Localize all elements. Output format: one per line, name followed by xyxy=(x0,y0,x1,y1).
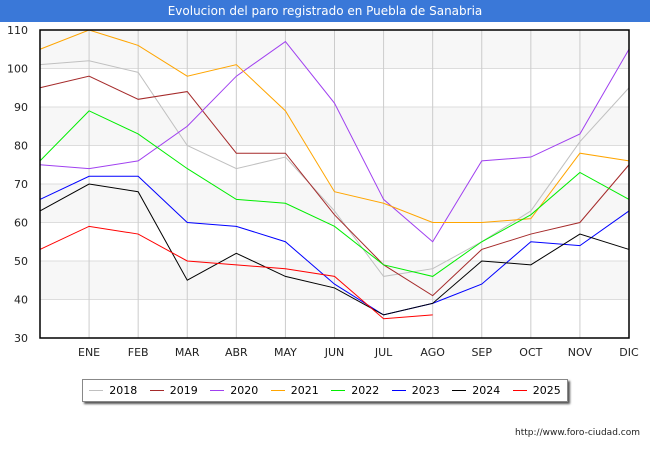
series-line-2019 xyxy=(39,75,630,297)
y-tick-label: 70 xyxy=(14,178,28,191)
legend-label: 2021 xyxy=(290,384,319,397)
legend-label: 2020 xyxy=(230,384,259,397)
legend-item-2018: 2018 xyxy=(89,384,137,397)
y-tick-label: 30 xyxy=(14,332,28,345)
source-url: http://www.foro-ciudad.com xyxy=(515,428,640,438)
y-tick-label: 80 xyxy=(14,140,28,153)
legend-swatch xyxy=(452,390,467,391)
y-tick-label: 40 xyxy=(14,294,28,307)
series-line-2025 xyxy=(39,225,433,320)
x-tick-label: NOV xyxy=(568,346,593,359)
series-line-2022 xyxy=(39,110,630,277)
legend-label: 2023 xyxy=(411,384,440,397)
legend-swatch xyxy=(149,390,164,391)
series-line-2020 xyxy=(39,40,630,243)
y-tick-label: 90 xyxy=(14,101,28,114)
y-tick-label: 110 xyxy=(7,24,28,37)
legend-label: 2018 xyxy=(109,384,138,397)
x-tick-label: SEP xyxy=(471,346,492,359)
x-tick-label: FEB xyxy=(128,346,149,359)
legend-label: 2019 xyxy=(169,384,198,397)
legend-item-2023: 2023 xyxy=(391,384,440,397)
series-line-2018 xyxy=(39,60,630,277)
y-tick-label: 50 xyxy=(14,255,28,268)
x-tick-label: MAY xyxy=(274,346,297,359)
legend-label: 2025 xyxy=(532,384,561,397)
legend-item-2022: 2022 xyxy=(331,384,379,397)
series-line-2023 xyxy=(39,175,630,316)
legend-item-2025: 2025 xyxy=(512,384,561,397)
legend-item-2019: 2019 xyxy=(149,384,198,397)
x-tick-label: JUN xyxy=(324,346,345,359)
x-tick-label: OCT xyxy=(519,346,542,359)
legend-label: 2024 xyxy=(472,384,501,397)
plot-border xyxy=(39,29,630,339)
legend: 2018 2019 2020 2021 2022 2023 2024 2025 xyxy=(82,379,568,402)
legend-label: 2022 xyxy=(351,384,380,397)
legend-swatch xyxy=(512,390,527,391)
legend-swatch xyxy=(210,390,225,391)
series-line-2024 xyxy=(39,183,630,316)
legend-item-2021: 2021 xyxy=(270,384,319,397)
x-tick-label: AGO xyxy=(420,346,445,359)
legend-swatch xyxy=(331,390,346,391)
legend-swatch xyxy=(391,390,406,391)
y-tick-label: 60 xyxy=(14,217,28,230)
legend-swatch xyxy=(89,390,104,391)
series-line-2021 xyxy=(39,29,630,223)
x-tick-label: ENE xyxy=(78,346,100,359)
legend-item-2020: 2020 xyxy=(210,384,258,397)
x-tick-label: ABR xyxy=(225,346,248,359)
y-tick-label: 100 xyxy=(7,63,28,76)
x-tick-label: DIC xyxy=(619,346,639,359)
legend-item-2024: 2024 xyxy=(452,384,500,397)
legend-swatch xyxy=(270,390,285,391)
x-tick-label: MAR xyxy=(175,346,200,359)
chart-title: Evolucion del paro registrado en Puebla … xyxy=(0,0,650,22)
x-tick-label: JUL xyxy=(374,346,393,359)
